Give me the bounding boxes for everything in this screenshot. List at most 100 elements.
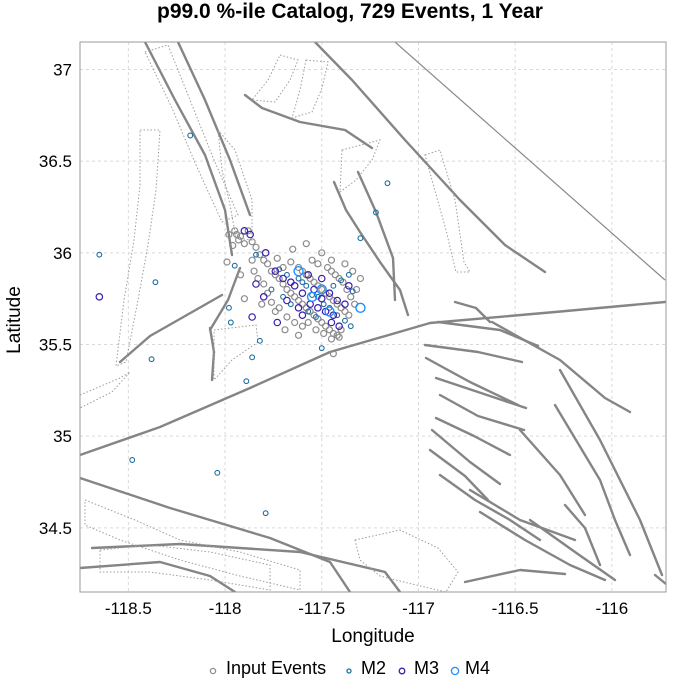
point-m2 bbox=[227, 319, 234, 326]
point-input-events bbox=[298, 322, 307, 330]
point-input-events bbox=[289, 245, 297, 253]
point-input-events bbox=[341, 260, 349, 268]
point-input-events bbox=[343, 285, 351, 294]
fault-zone bbox=[99, 544, 271, 591]
point-m2 bbox=[357, 235, 364, 242]
fault-trace bbox=[528, 518, 617, 582]
point-input-events bbox=[248, 256, 256, 264]
point-m3 bbox=[325, 289, 334, 297]
fault-trace bbox=[332, 180, 382, 264]
fault-trace bbox=[438, 473, 542, 542]
point-m2 bbox=[314, 293, 321, 300]
fault-trace bbox=[80, 476, 352, 592]
point-input-events bbox=[327, 256, 336, 264]
point-input-events bbox=[252, 243, 260, 251]
fault-trace bbox=[313, 42, 547, 274]
point-m2 bbox=[305, 308, 312, 315]
fault-trace bbox=[208, 326, 216, 382]
fault-trace bbox=[424, 356, 520, 407]
event-points bbox=[95, 132, 391, 517]
point-input-events bbox=[248, 238, 256, 246]
fault-thin-trace bbox=[394, 42, 666, 281]
point-m2 bbox=[295, 275, 302, 282]
y-tick-label: 36.5 bbox=[39, 152, 72, 171]
legend-marker bbox=[209, 667, 217, 675]
fault-trace bbox=[428, 448, 490, 502]
point-m3 bbox=[314, 304, 322, 312]
point-input-events bbox=[267, 267, 276, 275]
point-m2 bbox=[283, 271, 290, 278]
point-input-events bbox=[310, 278, 318, 286]
point-input-events bbox=[291, 293, 299, 301]
point-m3 bbox=[283, 296, 291, 305]
fault-trace bbox=[80, 300, 666, 457]
point-input-events bbox=[281, 326, 289, 334]
point-input-events bbox=[231, 227, 239, 235]
point-input-events bbox=[356, 274, 365, 283]
point-m2 bbox=[320, 301, 327, 308]
point-m3 bbox=[95, 293, 104, 301]
point-m4 bbox=[355, 302, 366, 314]
point-input-events bbox=[306, 307, 314, 316]
point-m2 bbox=[299, 279, 306, 286]
x-tick-label: -118.5 bbox=[105, 599, 152, 618]
fault-zone bbox=[80, 371, 131, 409]
point-m3 bbox=[240, 227, 249, 235]
point-input-events bbox=[325, 326, 334, 334]
fault-trace bbox=[434, 376, 528, 410]
point-input-events bbox=[283, 285, 291, 294]
point-m3 bbox=[341, 300, 349, 308]
fault-trace bbox=[430, 428, 502, 486]
fault-trace bbox=[558, 368, 664, 577]
fault-zone bbox=[213, 324, 259, 382]
point-input-events bbox=[335, 333, 343, 341]
fault-zone bbox=[217, 128, 253, 241]
x-axis-label: Longitude bbox=[331, 626, 414, 647]
fault-trace bbox=[463, 568, 567, 584]
point-input-events bbox=[263, 260, 272, 268]
point-input-events bbox=[322, 322, 330, 330]
point-m2 bbox=[345, 271, 352, 278]
point-input-events bbox=[318, 285, 326, 294]
point-input-events bbox=[275, 274, 283, 283]
x-tick-label: -116 bbox=[595, 599, 628, 618]
x-tick-label: -117.5 bbox=[298, 599, 345, 618]
point-input-events bbox=[318, 318, 326, 327]
point-m2 bbox=[268, 286, 275, 293]
legend-marker bbox=[450, 666, 460, 676]
legend-label: Input Events bbox=[226, 658, 326, 678]
point-m4 bbox=[316, 284, 327, 295]
x-tick-label: -117 bbox=[402, 599, 435, 618]
point-input-events bbox=[275, 304, 283, 312]
point-m3 bbox=[333, 296, 342, 305]
point-m3 bbox=[298, 311, 307, 319]
point-m3 bbox=[327, 318, 336, 327]
point-input-events bbox=[271, 307, 279, 316]
point-m4 bbox=[293, 265, 304, 277]
point-input-events bbox=[341, 307, 349, 316]
legend-label: M2 bbox=[361, 658, 386, 678]
point-input-events bbox=[345, 311, 353, 319]
point-input-events bbox=[291, 318, 299, 327]
point-m3 bbox=[345, 282, 353, 290]
point-m3 bbox=[287, 278, 295, 286]
fault-trace bbox=[118, 293, 224, 364]
point-input-events bbox=[333, 300, 341, 308]
point-input-events bbox=[325, 293, 334, 301]
fault-trace bbox=[653, 573, 666, 586]
point-input-events bbox=[318, 249, 326, 257]
x-tick-label: -118 bbox=[209, 599, 242, 618]
fault-trace bbox=[143, 42, 234, 257]
point-m2 bbox=[276, 266, 283, 273]
point-m2 bbox=[287, 301, 294, 308]
y-tick-label: 34.5 bbox=[39, 519, 72, 538]
point-m3 bbox=[252, 280, 260, 288]
y-tick-label: 35.5 bbox=[39, 336, 72, 355]
point-input-events bbox=[327, 267, 336, 275]
point-input-events bbox=[236, 271, 245, 279]
grid-lines bbox=[80, 42, 666, 592]
point-input-events bbox=[312, 326, 320, 334]
point-m2 bbox=[312, 314, 319, 320]
fault-trace bbox=[468, 488, 577, 542]
